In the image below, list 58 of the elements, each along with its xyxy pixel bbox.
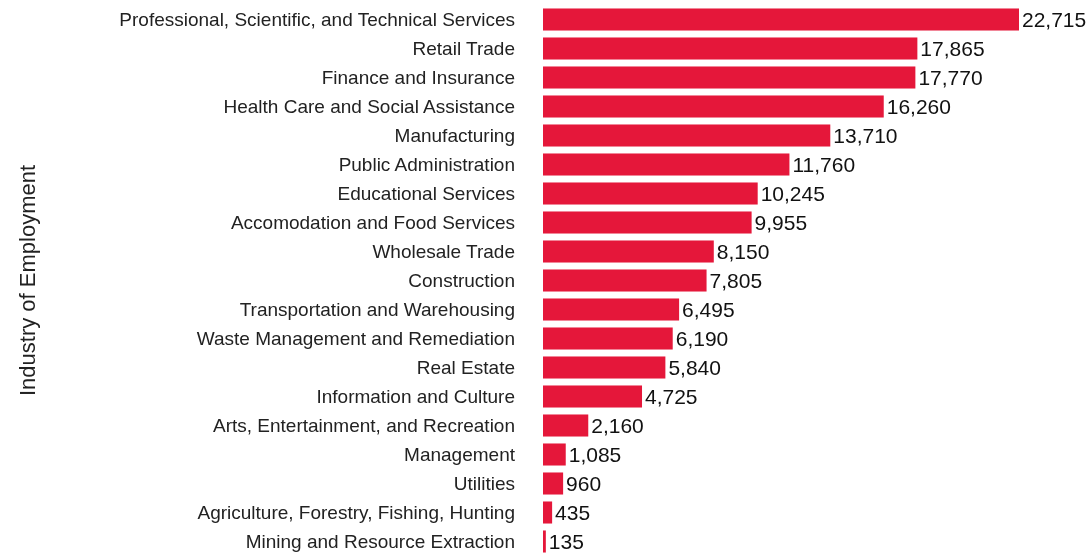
y-tick-label: Wholesale Trade <box>372 241 515 263</box>
data-label: 6,190 <box>675 327 729 351</box>
y-tick-label: Information and Culture <box>316 386 515 408</box>
y-tick-label: Mining and Resource Extraction <box>245 531 515 553</box>
data-label: 960 <box>566 472 602 496</box>
bar <box>543 66 916 89</box>
y-tick-label: Manufacturing <box>394 125 515 147</box>
bar <box>543 414 589 437</box>
bar <box>543 153 790 176</box>
y-tick-label: Educational Services <box>337 183 515 205</box>
data-label: 17,770 <box>918 66 983 90</box>
bar <box>543 124 831 147</box>
y-tick-label: Accomodation and Food Services <box>230 212 515 234</box>
data-label: 10,245 <box>760 182 825 206</box>
y-tick-label: Professional, Scientific, and Technical Services <box>119 9 515 31</box>
y-tick-label: Public Administration <box>338 154 515 176</box>
bar <box>543 8 1019 31</box>
data-label: 4,725 <box>645 385 698 409</box>
y-tick-label: Utilities <box>453 473 515 495</box>
y-tick-label: Finance and Insurance <box>321 67 515 89</box>
data-label: 1,085 <box>568 443 622 467</box>
bar <box>543 95 884 118</box>
y-tick-label: Arts, Entertainment, and Recreation <box>212 415 515 437</box>
bar <box>543 211 752 234</box>
bar <box>543 37 918 60</box>
y-tick-label: Retail Trade <box>412 38 515 60</box>
bar <box>543 530 546 553</box>
bar <box>543 472 564 495</box>
data-label: 8,150 <box>716 240 770 264</box>
data-label: 16,260 <box>886 95 951 119</box>
bar <box>543 182 758 205</box>
y-tick-label: Agriculture, Forestry, Fishing, Hunting <box>197 502 515 524</box>
data-label: 6,495 <box>682 298 735 322</box>
data-label: 9,955 <box>754 211 808 235</box>
bar <box>543 385 643 408</box>
data-label: 17,865 <box>920 37 985 61</box>
y-tick-label: Waste Management and Remediation <box>196 328 515 350</box>
bar <box>543 356 666 379</box>
data-label: 135 <box>548 530 584 554</box>
y-tick-label: Construction <box>408 270 515 292</box>
bar <box>543 327 673 350</box>
data-label: 11,760 <box>792 153 856 177</box>
y-tick-label: Transportation and Warehousing <box>239 299 515 321</box>
bar <box>543 443 566 466</box>
y-tick-label: Real Estate <box>416 357 515 379</box>
data-label: 22,715 <box>1022 8 1087 32</box>
data-label: 435 <box>555 501 591 525</box>
data-label: 5,840 <box>668 356 721 380</box>
data-label: 13,710 <box>833 124 898 148</box>
data-label: 7,805 <box>709 269 763 293</box>
y-axis-title: Industry of Employment <box>15 164 40 397</box>
data-label: 2,160 <box>591 414 644 438</box>
y-tick-label: Management <box>404 444 516 466</box>
y-tick-label: Health Care and Social Assistance <box>223 96 515 118</box>
bar <box>543 269 707 292</box>
bar <box>543 240 714 263</box>
bar <box>543 501 553 524</box>
bar <box>543 298 680 321</box>
